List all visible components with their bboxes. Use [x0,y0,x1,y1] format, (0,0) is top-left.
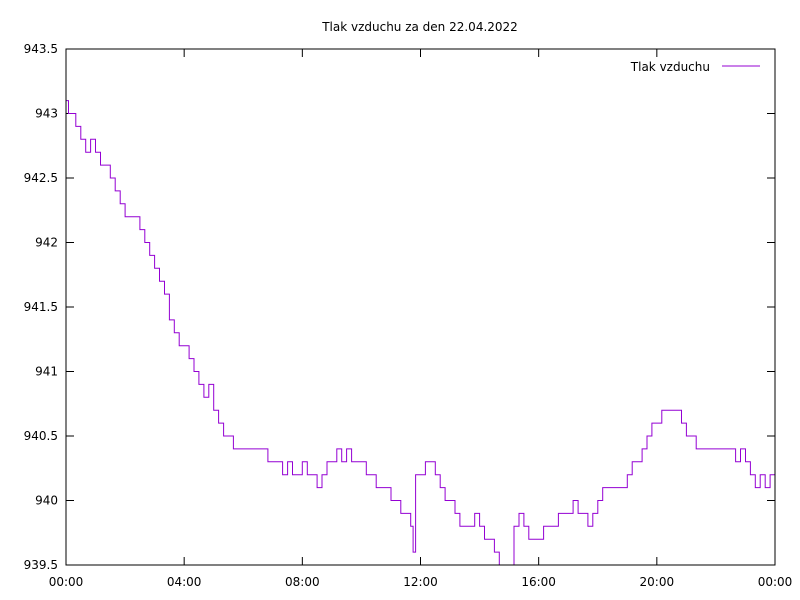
y-tick-label: 943 [35,107,58,121]
plot-frame [65,48,776,566]
x-tick-label: 20:00 [640,575,675,589]
y-tick-label: 941 [35,365,58,379]
y-tick-label: 941.5 [24,300,58,314]
x-tick-label: 12:00 [403,575,438,589]
x-tick-label: 08:00 [285,575,320,589]
x-tick-label: 00:00 [758,575,793,589]
x-tick-label: 00:00 [49,575,84,589]
y-tick-label: 943.5 [24,42,58,56]
chart-title: Tlak vzduchu za den 22.04.2022 [321,20,518,34]
y-tick-label: 940 [35,494,58,508]
y-tick-label: 942 [35,236,58,250]
x-tick-label: 04:00 [167,575,202,589]
y-tick-label: 942.5 [24,171,58,185]
y-axis: 939.5 940 940.5 941 941.5 942 942.5 943 943.5 [24,42,775,572]
y-tick-label: 940.5 [24,429,58,443]
pressure-series-line [66,100,776,566]
y-tick-label: 939.5 [24,558,58,572]
legend: Tlak vzduchu [630,60,760,74]
x-tick-label: 16:00 [521,575,556,589]
legend-label: Tlak vzduchu [630,60,710,74]
x-axis: 00:00 04:00 08:00 12:00 16:00 20:00 00:00 [49,49,793,589]
